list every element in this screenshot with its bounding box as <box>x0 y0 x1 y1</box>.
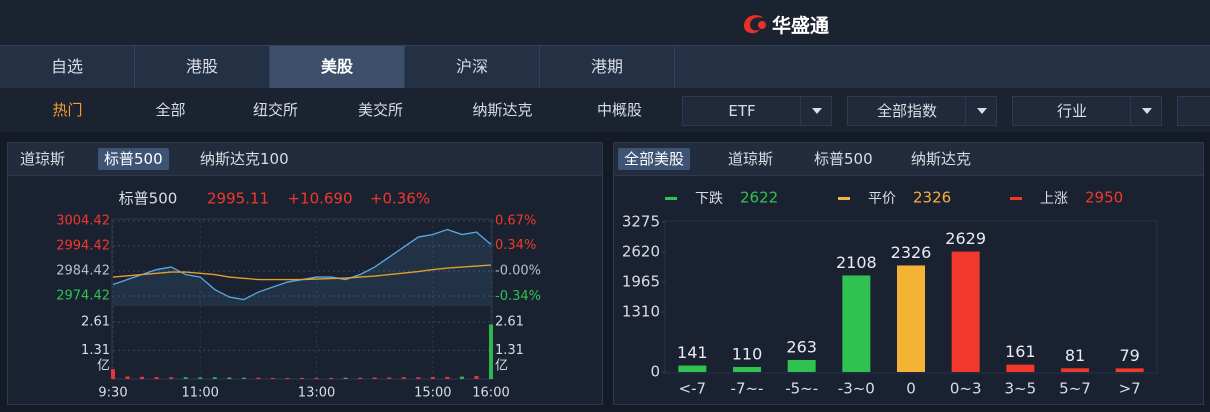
breadth-panel: 全部美股 道琼斯 标普500 纳斯达克 <box>613 142 1204 405</box>
tab[interactable]: 港期 <box>540 46 675 88</box>
panel-tab[interactable]: 全部美股 <box>618 148 691 170</box>
panel-tab[interactable]: 标普500 <box>814 150 873 168</box>
logo-text: 华盛通 <box>772 15 830 37</box>
tab[interactable]: 港股 <box>135 46 270 88</box>
market-tabs: 自选 港股 美股 沪深 港期 <box>0 45 1210 89</box>
panel-tab[interactable]: 纳斯达克100 <box>200 150 289 168</box>
tab[interactable]: 沪深 <box>405 46 540 88</box>
top-bar: 华盛通 <box>0 0 1210 45</box>
sub-tabs: 热门 全部 纽交所 美交所 纳斯达克 中概股 ETF 全部指数 行业 <box>0 88 1210 132</box>
sub-tab[interactable]: 纳斯达克 <box>472 101 533 119</box>
sub-tab[interactable]: 纽交所 <box>252 101 298 119</box>
logo-icon <box>744 15 766 34</box>
dropdown-label: 全部指数 <box>876 102 937 120</box>
panel-tab[interactable]: 道琼斯 <box>728 150 774 168</box>
tab[interactable]: 自选 <box>0 46 135 88</box>
dropdown[interactable] <box>1177 96 1210 126</box>
dropdown[interactable]: 行业 <box>1012 96 1162 126</box>
sub-tab[interactable]: 中概股 <box>596 101 642 119</box>
sub-tab[interactable]: 全部 <box>155 101 186 119</box>
dropdown[interactable]: ETF <box>682 96 832 126</box>
panel-tabs: 道琼斯 标普500 纳斯达克100 <box>8 143 602 176</box>
index-panel: 道琼斯 标普500 纳斯达克100 <box>7 142 603 405</box>
panel-tab[interactable]: 道琼斯 <box>20 150 66 168</box>
dropdown-arrow <box>800 97 831 125</box>
panel-tab[interactable]: 标普500 <box>98 148 169 170</box>
panel-tabs: 全部美股 道琼斯 标普500 纳斯达克 <box>614 143 1203 176</box>
dropdown-label: 行业 <box>1056 102 1087 120</box>
tab[interactable]: 美股 <box>270 46 405 88</box>
dropdown-label: ETF <box>728 102 756 120</box>
dropdown-arrow <box>1130 97 1161 125</box>
sub-tab[interactable]: 美交所 <box>357 101 403 119</box>
panel-tab[interactable]: 纳斯达克 <box>911 150 972 168</box>
dropdown-arrow <box>965 97 996 125</box>
sub-tab[interactable]: 热门 <box>52 101 83 119</box>
dropdown[interactable]: 全部指数 <box>847 96 997 126</box>
